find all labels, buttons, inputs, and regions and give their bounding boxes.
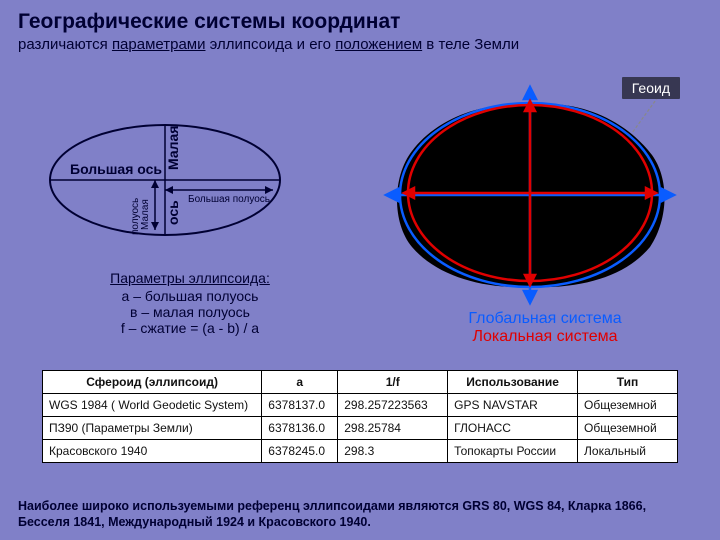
td-2-3: Топокарты России	[448, 440, 578, 463]
sub-u2: положением	[335, 36, 422, 53]
sub-post: в теле Земли	[422, 36, 519, 53]
system-labels: Глобальная система Локальная система	[430, 310, 660, 346]
params-hdr: Параметры эллипсоида:	[65, 270, 315, 286]
td-1-3: ГЛОНАСС	[448, 417, 578, 440]
footnote: Наиболее широко используемыми референц э…	[18, 498, 698, 531]
sub-mid: эллипсоида и его	[206, 36, 336, 53]
arrowhead-left-icon	[165, 186, 173, 194]
geoid-label: Геоид	[622, 77, 680, 99]
table-row: ПЗ90 (Параметры Земли)6378136.0298.25784…	[43, 417, 678, 440]
th-3: Использование	[448, 371, 578, 394]
ellipsoid-params: Параметры эллипсоида: a – большая полуос…	[65, 270, 315, 336]
td-1-1: 6378136.0	[262, 417, 338, 440]
geoid-diagram: Геоид	[370, 75, 690, 315]
geoid-pointer	[632, 97, 658, 133]
td-2-4: Локальный	[578, 440, 678, 463]
major-axis-label: Большая ось	[70, 161, 162, 177]
arrowhead-down-icon	[151, 222, 159, 230]
geoid-svg	[370, 75, 690, 315]
td-2-0: Красовского 1940	[43, 440, 262, 463]
local-system-label: Локальная система	[430, 328, 660, 346]
th-0: Сфероид (эллипсоид)	[43, 371, 262, 394]
table-header-row: Сфероид (эллипсоид) a 1/f Использование …	[43, 371, 678, 394]
blue-right-icon	[662, 189, 674, 201]
td-1-0: ПЗ90 (Параметры Земли)	[43, 417, 262, 440]
th-1: a	[262, 371, 338, 394]
arrowhead-right-icon	[265, 186, 273, 194]
minor-axis-bot-label: ось	[165, 200, 181, 225]
semi-minor-l2: полуось	[130, 198, 141, 235]
global-system-label: Глобальная система	[430, 310, 660, 328]
td-1-2: 298.25784	[338, 417, 448, 440]
th-4: Тип	[578, 371, 678, 394]
semi-minor-l1: Малая	[140, 199, 151, 230]
blue-up-icon	[524, 87, 536, 99]
td-2-1: 6378245.0	[262, 440, 338, 463]
blue-down-icon	[524, 291, 536, 303]
blue-left-icon	[386, 189, 398, 201]
page-subtitle: различаются параметрами эллипсоида и его…	[0, 34, 720, 53]
table-row: WGS 1984 ( World Geodetic System)6378137…	[43, 394, 678, 417]
td-0-1: 6378137.0	[262, 394, 338, 417]
ellipse-svg: Большая ось Малая ось Большая полуось Ма…	[40, 110, 300, 270]
td-0-4: Общеземной	[578, 394, 678, 417]
sub-u1: параметрами	[112, 36, 206, 53]
sub-pre: различаются	[18, 36, 112, 53]
semi-major-label: Большая полуось	[188, 194, 270, 205]
minor-axis-top-label: Малая	[165, 126, 181, 170]
ellipse-diagram: Большая ось Малая ось Большая полуось Ма…	[40, 110, 280, 250]
td-0-0: WGS 1984 ( World Geodetic System)	[43, 394, 262, 417]
params-l2: в – малая полуось	[65, 304, 315, 320]
table-row: Красовского 19406378245.0298.3Топокарты …	[43, 440, 678, 463]
params-l3: f – сжатие = (a - b) / a	[65, 320, 315, 336]
spheroid-table: Сфероид (эллипсоид) a 1/f Использование …	[42, 370, 678, 463]
page-title: Географические системы координат	[0, 0, 720, 34]
td-0-3: GPS NAVSTAR	[448, 394, 578, 417]
arrowhead-up-icon	[151, 180, 159, 188]
td-1-4: Общеземной	[578, 417, 678, 440]
td-2-2: 298.3	[338, 440, 448, 463]
params-l1: a – большая полуось	[65, 288, 315, 304]
th-2: 1/f	[338, 371, 448, 394]
td-0-2: 298.257223563	[338, 394, 448, 417]
